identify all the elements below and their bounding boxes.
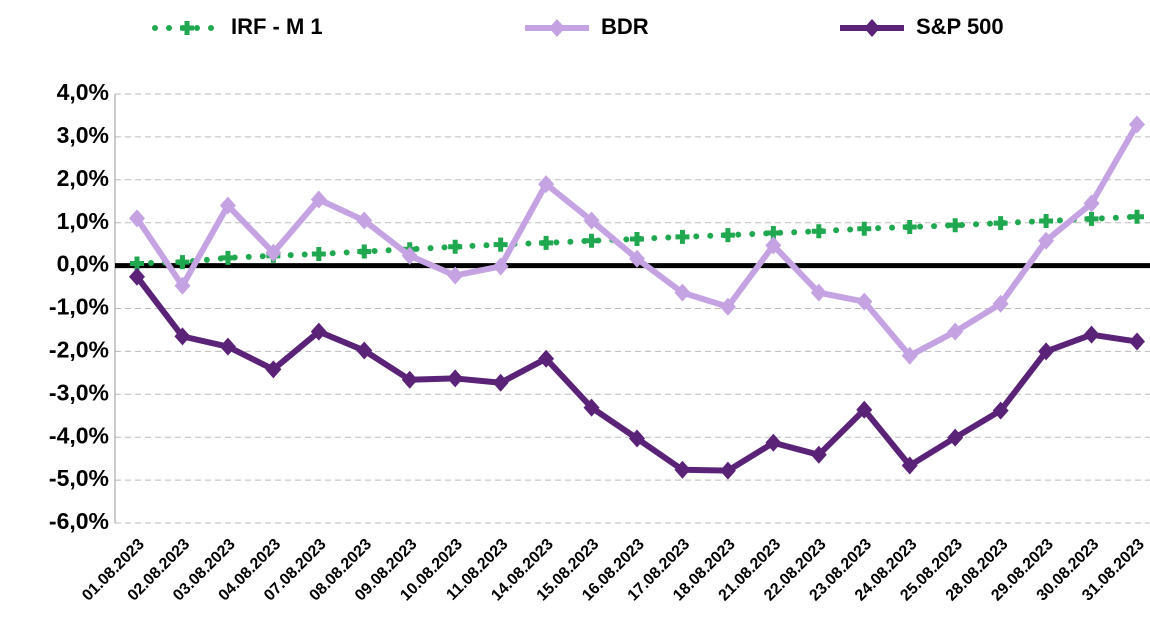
y-tick-label: 3,0% [57, 122, 109, 148]
legend-marker [864, 19, 880, 37]
data-point [947, 322, 964, 341]
data-point [719, 461, 736, 480]
legend-label: BDR [601, 14, 649, 39]
data-point [539, 235, 554, 250]
data-point [1083, 194, 1100, 213]
legend-marker [549, 19, 565, 37]
data-point [856, 292, 873, 311]
data-point [720, 228, 735, 243]
data-point [538, 175, 555, 194]
data-point [719, 297, 736, 316]
data-point [675, 229, 690, 244]
data-point [448, 239, 463, 254]
data-point [492, 257, 509, 276]
data-point [311, 247, 326, 262]
data-point [447, 266, 464, 285]
data-point [948, 218, 963, 233]
data-point [265, 360, 282, 379]
data-point [992, 294, 1009, 313]
data-point [219, 196, 236, 215]
legend-marker [180, 21, 194, 35]
data-point [1038, 342, 1055, 361]
data-point [629, 249, 645, 268]
data-point [310, 322, 327, 341]
data-point [674, 283, 691, 302]
data-point [857, 221, 872, 236]
data-point [810, 445, 827, 464]
y-tick-label: -6,0% [49, 508, 109, 534]
data-point [356, 211, 373, 230]
data-point [129, 267, 145, 286]
data-point [902, 219, 917, 234]
data-point [175, 255, 190, 270]
data-point [129, 209, 145, 228]
data-point [538, 349, 555, 368]
series-line [134, 213, 1140, 267]
y-tick-label: 2,0% [57, 165, 109, 191]
data-point [265, 243, 282, 262]
data-point [493, 237, 508, 252]
data-point [130, 256, 144, 271]
data-point [584, 233, 599, 248]
data-point [811, 224, 826, 239]
data-point [856, 400, 873, 419]
data-point [766, 225, 781, 240]
data-point [492, 373, 509, 392]
y-tick-label: -5,0% [49, 465, 109, 491]
data-point [401, 370, 418, 389]
data-point [583, 211, 600, 230]
data-point [765, 236, 782, 255]
data-point [219, 337, 236, 356]
data-point [447, 369, 464, 388]
y-tick-label: -3,0% [49, 379, 109, 405]
data-point [629, 429, 645, 448]
data-point [901, 346, 918, 365]
data-point [1083, 325, 1100, 344]
data-point [357, 244, 372, 259]
data-point [220, 250, 235, 265]
y-tick-label: 1,0% [57, 208, 109, 234]
y-tick-label: -2,0% [49, 336, 109, 362]
data-point [810, 283, 827, 302]
data-point [765, 433, 782, 452]
data-point [1129, 332, 1145, 351]
data-point [1130, 209, 1144, 224]
data-point [310, 190, 327, 209]
data-point [1039, 213, 1054, 228]
data-point [401, 246, 418, 265]
y-tick-label: 0,0% [57, 251, 109, 277]
data-point [674, 460, 691, 479]
data-point [1084, 211, 1099, 226]
data-point [174, 276, 191, 295]
y-tick-label: -4,0% [49, 422, 109, 448]
data-point [630, 232, 644, 247]
legend-label: S&P 500 [916, 14, 1004, 39]
data-point [583, 398, 600, 417]
y-tick-label: -1,0% [49, 294, 109, 320]
y-tick-label: 4,0% [57, 79, 109, 105]
data-point [174, 327, 191, 346]
data-point [992, 401, 1009, 420]
data-point [993, 216, 1008, 231]
data-point [1129, 115, 1145, 134]
data-point [356, 341, 373, 360]
data-point [947, 428, 964, 447]
data-point [1038, 231, 1055, 250]
legend-label: IRF - M 1 [231, 14, 323, 39]
data-point [901, 456, 918, 475]
